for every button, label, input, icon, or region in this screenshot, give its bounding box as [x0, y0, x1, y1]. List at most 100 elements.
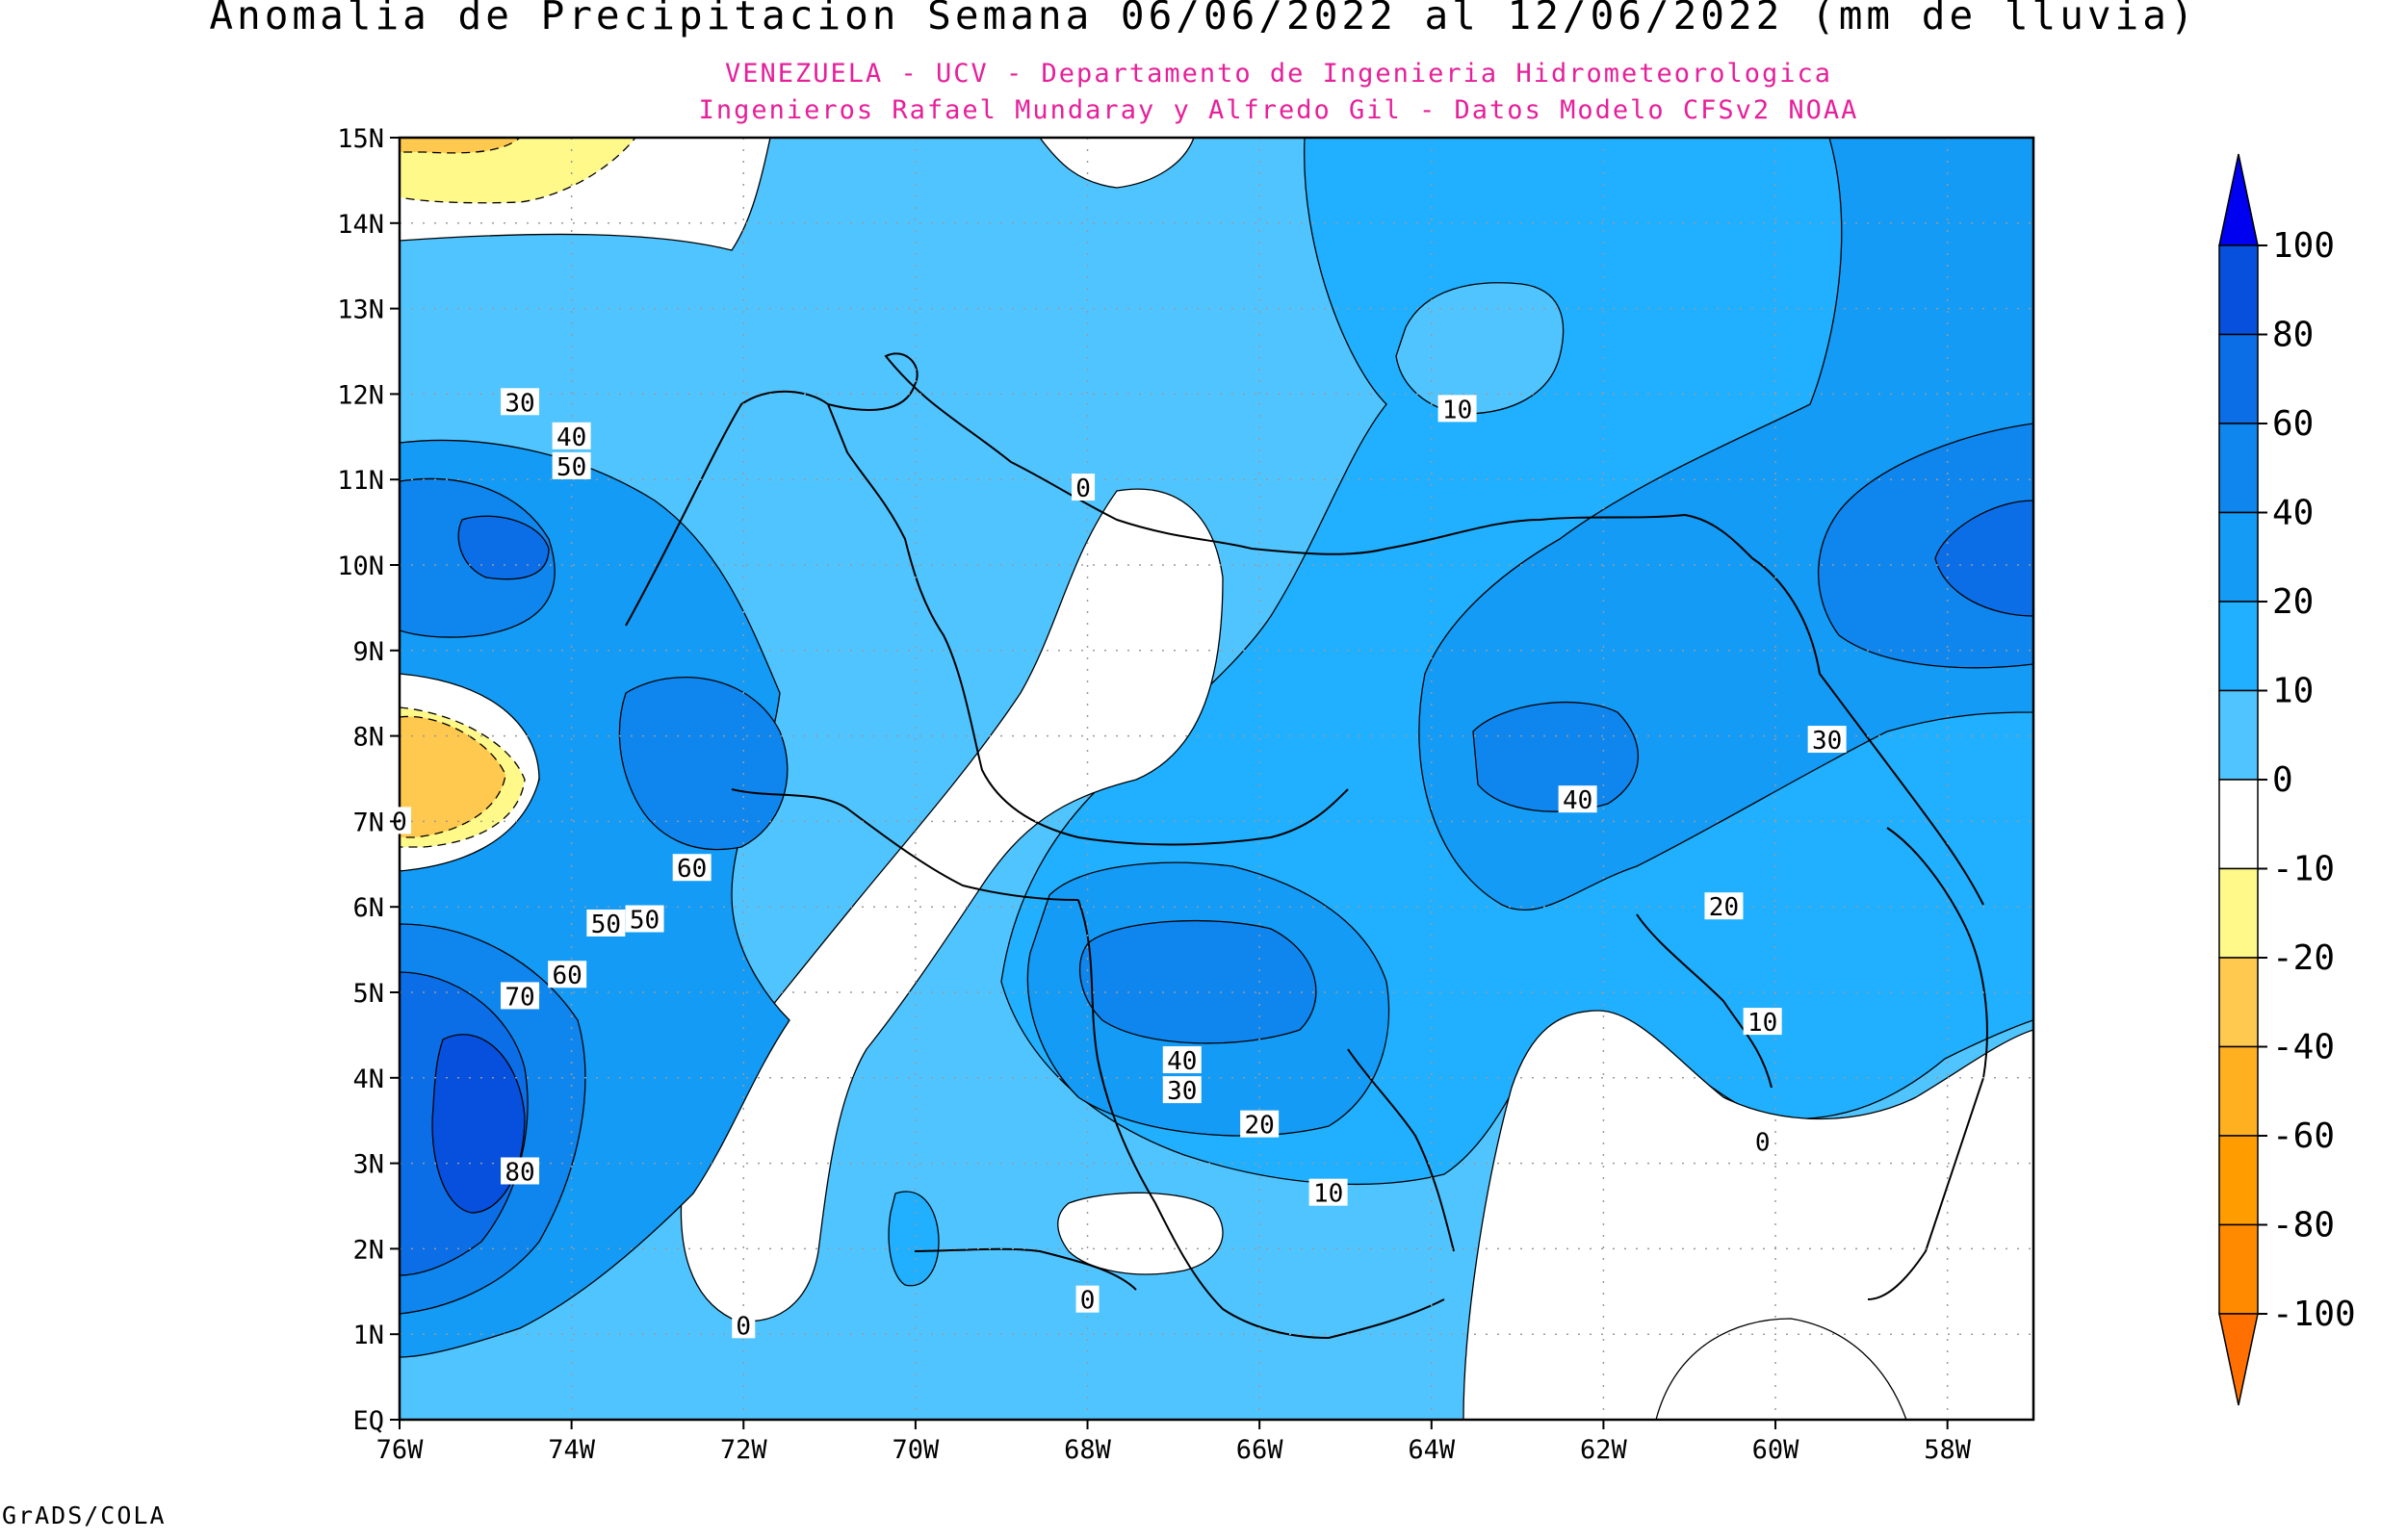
- legend-swatch: [2218, 333, 2259, 424]
- credit-label: GrADS/COLA: [2, 1502, 167, 1529]
- contour-label: 60: [553, 962, 582, 990]
- longitude-axis: 76W 74W 72W 70W 68W 66W 64W 62W 60W 58W: [376, 1420, 1972, 1465]
- field-neg-southeast: [1462, 1010, 2033, 1420]
- contour-label: 40: [556, 424, 586, 452]
- legend-label: 10: [2272, 672, 2314, 711]
- field-10-20-small: [888, 1191, 940, 1287]
- map-title: Anomalia de Precipitacion Semana 06/06/2…: [209, 0, 2197, 38]
- lat-tick-label: 1N: [352, 1321, 384, 1350]
- field-40-60-south: [1078, 919, 1317, 1044]
- contour-label: 20: [1245, 1112, 1275, 1141]
- lat-tick-label: 11N: [337, 466, 384, 496]
- lon-tick-label: 70W: [893, 1435, 941, 1465]
- lon-tick-label: 66W: [1236, 1435, 1284, 1465]
- lat-tick-label: 3N: [352, 1150, 384, 1180]
- contour-label-bg: [501, 388, 540, 416]
- contour-label-bg: [1072, 474, 1096, 501]
- contour-label: 40: [1167, 1047, 1197, 1076]
- field-neg-10-20-northwest: [400, 138, 636, 204]
- legend-label: -10: [2272, 850, 2335, 889]
- map-subtitle-line1: VENEZUELA - UCV - Departamento de Ingeni…: [725, 59, 1832, 89]
- legend-label: 40: [2272, 494, 2314, 533]
- contour-label: 30: [1167, 1077, 1197, 1106]
- legend-swatch: [2218, 1045, 2259, 1137]
- contour-label: 0: [1755, 1128, 1771, 1157]
- legend-label: -20: [2272, 938, 2335, 978]
- contour-label: 50: [630, 907, 660, 936]
- lat-tick-label: 14N: [337, 210, 384, 240]
- lat-tick-label: 12N: [337, 380, 384, 410]
- field-60-80-west-north: [457, 515, 550, 580]
- legend-swatch: [2218, 689, 2259, 781]
- field-neg-bottom: [1655, 1318, 1907, 1420]
- lon-tick-label: 76W: [376, 1435, 425, 1465]
- contour-label: 30: [1812, 727, 1842, 756]
- legend-swatch: [2218, 957, 2259, 1048]
- contour-label-bg: [672, 854, 712, 882]
- lat-tick-label: 6N: [352, 893, 384, 923]
- contour-label-bg: [625, 905, 664, 933]
- map-subtitle-line2: Ingenieros Rafael Mundaray y Alfredo Gil…: [699, 95, 1859, 125]
- legend-label: -80: [2272, 1206, 2335, 1245]
- legend-swatch: [2218, 511, 2259, 603]
- field-neg-20-40-west: [400, 715, 506, 838]
- lon-tick-label: 62W: [1580, 1435, 1628, 1465]
- lon-tick-label: 60W: [1752, 1435, 1800, 1465]
- contour-label: 40: [1563, 786, 1592, 815]
- contour-label: 30: [505, 389, 534, 418]
- field-neg-west-central: [680, 488, 1224, 1322]
- contour-label-bg: [1240, 1110, 1280, 1138]
- legend-label: 60: [2272, 404, 2314, 444]
- lon-tick-label: 74W: [548, 1435, 596, 1465]
- legend-swatch: [2218, 1135, 2259, 1226]
- legend-swatch: [2218, 423, 2259, 514]
- contour-labels: 3040506050506070800010403020100403020100…: [388, 388, 1847, 1341]
- field-40-60-east: [1817, 423, 2033, 669]
- contour-label-bg: [548, 961, 587, 988]
- contour-label: 0: [1080, 1287, 1096, 1316]
- legend-swatch: [2218, 779, 2259, 870]
- field-40-60-central: [1472, 702, 1639, 812]
- lon-tick-label: 68W: [1064, 1435, 1112, 1465]
- lon-tick-label: 64W: [1408, 1435, 1456, 1465]
- field-0-10-north-island: [1395, 282, 1565, 415]
- field-60-80-east: [1934, 500, 2033, 617]
- contour-label-bg: [1162, 1076, 1202, 1104]
- contour-label-bg: [1437, 395, 1477, 423]
- contour-label-bg: [552, 422, 591, 449]
- contour-label-bg: [1704, 892, 1744, 920]
- lat-tick-label: EQ: [352, 1406, 384, 1436]
- legend-bottom-arrow: [2218, 1313, 2259, 1406]
- legend-label: 20: [2272, 582, 2314, 622]
- contour-label-bg: [552, 451, 591, 479]
- contour-label: 50: [556, 453, 586, 482]
- legend-swatch: [2218, 1223, 2259, 1315]
- legend-label: 80: [2272, 316, 2314, 355]
- field-neg-20-40-northwest: [400, 138, 522, 154]
- lat-tick-label: 5N: [352, 979, 384, 1009]
- contour-label-bg: [1075, 1285, 1100, 1313]
- latitude-axis: 15N 14N 13N 12N 11N 10N 9N 8N 7N 6N 5N 4N 3N 2N 1N EQ: [337, 124, 400, 1436]
- contour-label: 60: [677, 855, 707, 884]
- legend-label: 100: [2272, 226, 2335, 266]
- lat-tick-label: 4N: [352, 1065, 384, 1094]
- contour-label-bg: [501, 1157, 540, 1185]
- lat-tick-label: 8N: [352, 723, 384, 753]
- legend-label: 0: [2272, 760, 2293, 800]
- legend-swatch: [2218, 867, 2259, 959]
- contour-label: 50: [591, 911, 621, 939]
- lat-tick-label: 13N: [337, 295, 384, 325]
- contour-label: 70: [505, 983, 534, 1012]
- lat-tick-label: 7N: [352, 808, 384, 837]
- contour-label: 20: [1709, 893, 1739, 922]
- lon-tick-label: 72W: [720, 1435, 768, 1465]
- contour-label-bg: [501, 982, 540, 1010]
- contour-label: 10: [1313, 1180, 1343, 1209]
- legend-top-arrow: [2218, 153, 2259, 246]
- contour-label-bg: [1743, 1008, 1782, 1036]
- contour-label: 0: [1075, 475, 1091, 503]
- legend-swatch: [2218, 601, 2259, 692]
- lat-tick-label: 9N: [352, 637, 384, 667]
